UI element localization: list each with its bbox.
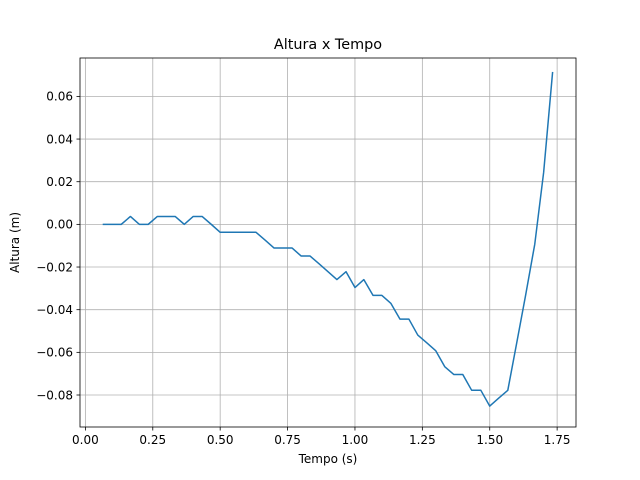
x-tick-label: 0.50	[207, 433, 234, 447]
y-tick-label: −0.08	[36, 388, 73, 402]
y-tick-label: −0.02	[36, 260, 73, 274]
ticks: 0.00 0.25 0.50 0.75 1.00 1.25 1.50 1.75 −0.08 −0.…	[36, 90, 570, 447]
x-tick-label: 1.50	[476, 433, 503, 447]
plot-frame	[79, 57, 577, 428]
y-tick-label: −0.04	[36, 303, 73, 317]
y-tick-label: 0.02	[46, 175, 73, 189]
x-axis-title: Tempo (s)	[298, 452, 358, 466]
y-tick-label: 0.06	[46, 90, 73, 104]
y-tick-label: −0.06	[36, 346, 73, 360]
series-layer	[102, 71, 554, 407]
x-tick-label: 0.75	[274, 433, 301, 447]
grid	[80, 58, 576, 427]
x-tick-label: 1.00	[342, 433, 369, 447]
x-tick-label: 0.00	[72, 433, 99, 447]
series-line	[102, 71, 554, 407]
y-tick-label: 0.00	[46, 218, 73, 232]
x-tick-label: 0.25	[139, 433, 166, 447]
x-tick-label: 1.75	[544, 433, 571, 447]
y-axis-title: Altura (m)	[8, 212, 22, 273]
chart-title: Altura x Tempo	[274, 37, 382, 53]
x-tick-label: 1.25	[409, 433, 436, 447]
y-tick-label: 0.04	[46, 132, 73, 146]
